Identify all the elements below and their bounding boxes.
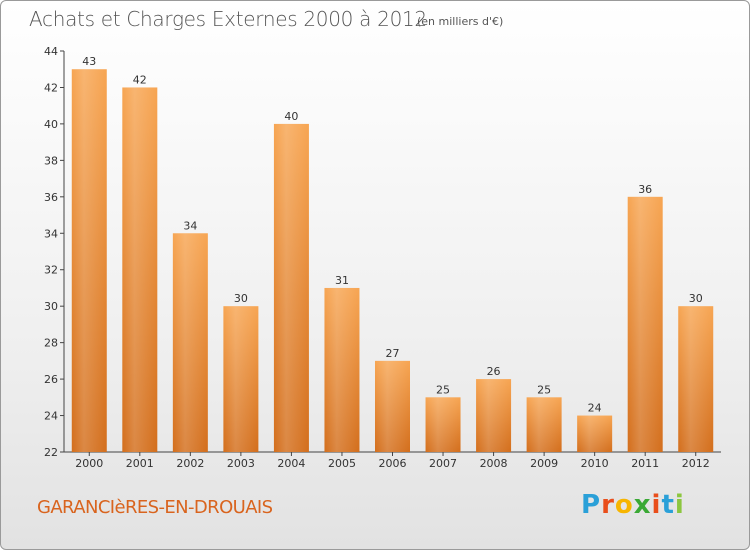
data-label: 43: [82, 55, 96, 68]
y-tick-label: 24: [44, 410, 58, 423]
data-label: 36: [638, 183, 652, 196]
proxiti-logo[interactable]: Proxiti: [581, 490, 685, 520]
logo-letter: i: [674, 490, 685, 520]
x-tick-label: 2003: [227, 457, 255, 470]
y-tick-label: 38: [44, 154, 58, 167]
x-tick-label: 2012: [682, 457, 710, 470]
bar-highlight: [476, 379, 512, 452]
data-label: 25: [537, 383, 551, 396]
x-tick-label: 2010: [581, 457, 609, 470]
data-label: 31: [335, 274, 349, 287]
y-tick-label: 22: [44, 446, 58, 459]
x-tick-label: 2001: [126, 457, 154, 470]
data-label: 34: [183, 219, 197, 232]
logo-letter: i: [651, 490, 662, 520]
bar-highlight: [122, 87, 158, 453]
logo-letter: x: [633, 490, 652, 520]
x-tick-label: 2000: [75, 457, 103, 470]
x-tick-label: 2005: [328, 457, 356, 470]
data-label: 25: [436, 383, 450, 396]
x-tick-label: 2006: [379, 457, 407, 470]
x-tick-label: 2011: [631, 457, 659, 470]
bar-highlight: [627, 196, 663, 452]
data-label: 30: [234, 292, 248, 305]
data-label: 40: [284, 110, 298, 123]
y-tick-label: 40: [44, 118, 58, 131]
data-label: 42: [133, 73, 147, 86]
x-tick-label: 2008: [480, 457, 508, 470]
unit-label: (en milliers d'€): [417, 15, 504, 28]
bar-highlight: [324, 287, 360, 452]
chart-title: Achats et Charges Externes 2000 à 2012: [29, 7, 427, 31]
bar-highlight: [273, 123, 309, 452]
logo-letter: o: [614, 490, 634, 520]
x-tick-label: 2002: [176, 457, 204, 470]
bar-highlight: [375, 360, 410, 452]
x-tick-label: 2009: [530, 457, 558, 470]
y-tick-label: 32: [44, 264, 58, 277]
bar-highlight: [425, 397, 461, 452]
x-tick-label: 2007: [429, 457, 457, 470]
data-label: 27: [386, 347, 400, 360]
commune-name: GARANCIèRES-EN-DROUAIS: [37, 497, 273, 518]
y-tick-label: 28: [44, 337, 58, 350]
data-label: 26: [487, 365, 501, 378]
x-tick-label: 2004: [277, 457, 305, 470]
data-label: 30: [689, 292, 703, 305]
logo-letter: r: [601, 490, 615, 520]
bar-highlight: [678, 306, 714, 452]
y-tick-label: 44: [44, 45, 58, 58]
logo-letter: P: [581, 490, 602, 520]
y-tick-label: 36: [44, 191, 58, 204]
logo-letter: t: [661, 490, 675, 520]
bar-highlight: [526, 397, 562, 452]
bar-highlight: [577, 415, 613, 452]
data-label: 24: [588, 402, 602, 415]
bar-highlight: [71, 69, 107, 453]
bar-highlight: [223, 306, 259, 452]
y-tick-label: 30: [44, 300, 58, 313]
y-tick-label: 26: [44, 373, 58, 386]
bar-highlight: [172, 233, 208, 452]
y-tick-label: 42: [44, 81, 58, 94]
y-tick-label: 34: [44, 227, 58, 240]
